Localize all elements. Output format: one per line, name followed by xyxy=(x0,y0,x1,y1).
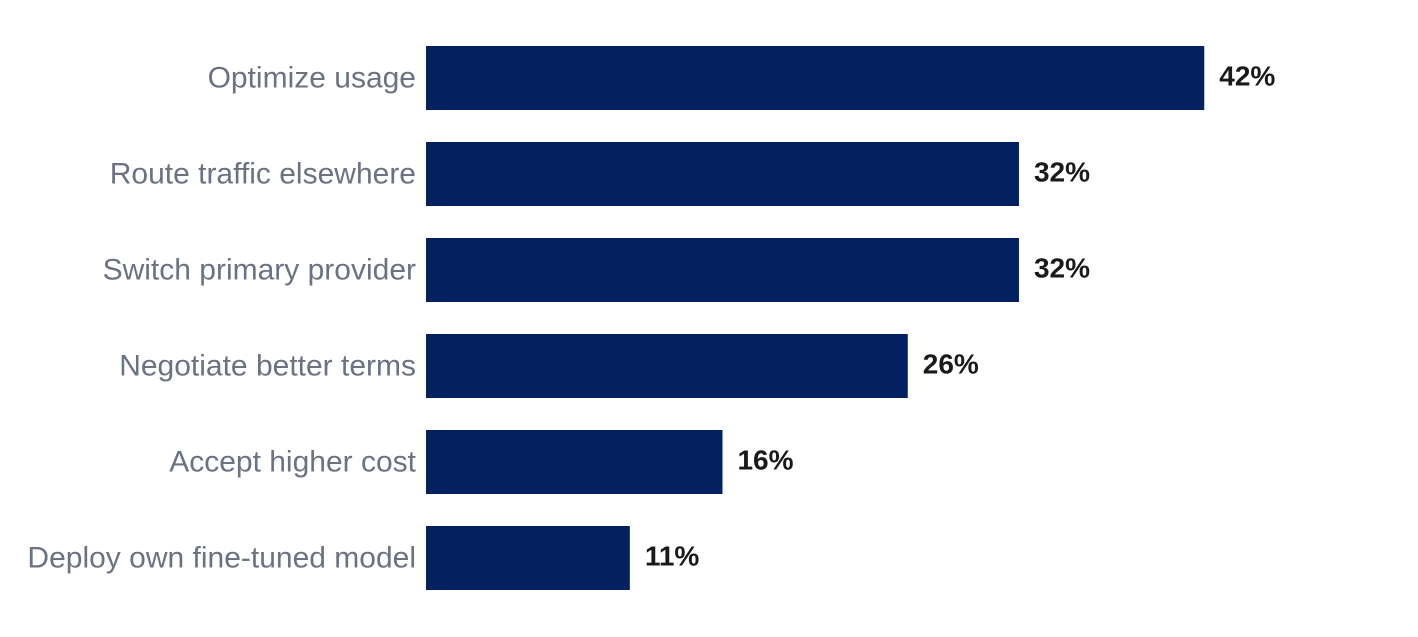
value-labels-group: 42% 32% 32% 26% 16% 11% xyxy=(645,61,1276,572)
bar xyxy=(426,142,1019,206)
value-label: 16% xyxy=(737,445,793,476)
category-label: Optimize usage xyxy=(208,62,416,95)
value-label: 42% xyxy=(1219,61,1275,92)
value-label: 32% xyxy=(1034,157,1090,188)
bar xyxy=(426,334,908,398)
bar xyxy=(426,46,1205,110)
bar xyxy=(426,526,630,590)
category-label: Negotiate better terms xyxy=(119,350,416,383)
category-labels-group: Optimize usage Route traffic elsewhere Swi… xyxy=(27,62,416,575)
bar xyxy=(426,238,1019,302)
category-label: Deploy own fine-tuned model xyxy=(27,542,416,575)
value-label: 26% xyxy=(923,349,979,380)
bars-group xyxy=(426,46,1205,590)
bar xyxy=(426,430,723,494)
category-label: Switch primary provider xyxy=(103,254,416,287)
category-label: Route traffic elsewhere xyxy=(110,158,416,191)
category-label: Accept higher cost xyxy=(169,446,416,479)
value-label: 11% xyxy=(645,541,700,572)
value-label: 32% xyxy=(1034,253,1090,284)
